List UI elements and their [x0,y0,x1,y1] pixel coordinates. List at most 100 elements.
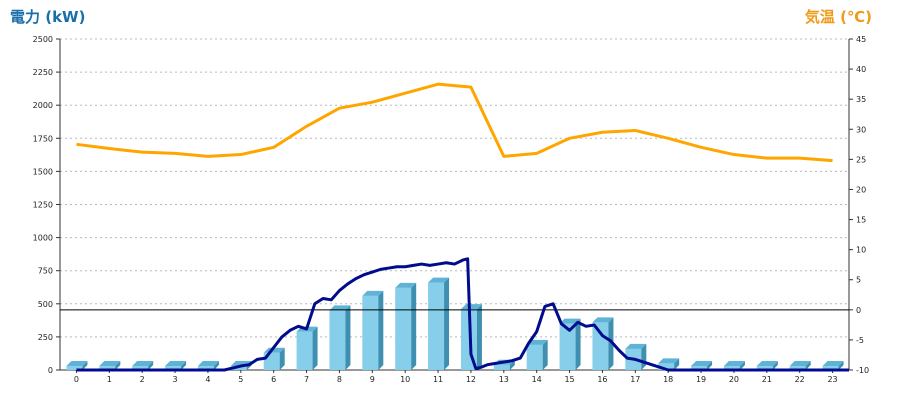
right-tick-label: -5 [856,336,864,345]
left-tick-label: 1250 [33,201,53,210]
temperature-line [76,82,833,163]
power-bar [395,287,412,370]
power-bar [362,295,379,370]
x-tick-label: 14 [532,375,542,384]
power-bar [658,363,675,370]
power-bar-side [509,359,515,370]
power-bar-top [723,361,745,367]
power-bar [723,366,740,370]
power-bar-top [395,282,417,288]
power-line [76,257,849,372]
power-bar-side [181,361,187,370]
right-tick-label: 25 [856,155,866,164]
power-bar [99,366,116,370]
right-tick-label: 20 [856,185,866,194]
x-tick-label: 15 [564,375,574,384]
x-tick-label: 11 [433,375,443,384]
power-bar-side [148,361,154,370]
power-bar-top [66,361,88,367]
x-tick-label: 20 [729,375,739,384]
power-bar-side [542,339,548,370]
x-tick-label: 18 [663,375,673,384]
power-bar-side [674,358,680,370]
x-tick-label: 10 [400,375,410,384]
power-bar [329,310,346,370]
power-bar-top [132,361,154,367]
left-tick-label: 2000 [33,101,53,110]
power-bar-side [575,318,581,370]
power-bar-top [658,358,680,364]
power-bar [756,366,773,370]
left-tick-label: 1750 [33,134,53,143]
right-tick-label: 10 [856,246,866,255]
power-bar-top [756,361,778,367]
right-tick-label: 45 [856,35,866,44]
power-bar-top [165,361,187,367]
power-bar-top [428,277,450,283]
power-bar [789,366,806,370]
x-tick-label: 4 [205,375,210,384]
power-bar [493,364,510,370]
power-bar [428,282,445,370]
right-axis-title: 気温 (℃) [804,8,872,26]
x-tick-label: 13 [499,375,509,384]
x-tick-label: 9 [370,375,375,384]
power-bar-side [345,305,351,370]
x-tick-label: 17 [630,375,640,384]
power-bar-side [279,347,285,370]
x-tick-label: 5 [238,375,243,384]
left-tick-label: 250 [38,333,53,342]
x-tick-label: 12 [466,375,476,384]
power-bar-side [739,361,745,370]
power-bar [132,366,149,370]
left-tick-label: 500 [38,300,53,309]
x-tick-label: 8 [337,375,342,384]
power-bar-top [197,361,219,367]
power-bar-side [378,290,384,370]
power-bar [197,366,214,370]
right-tick-label: 40 [856,65,866,74]
power-bar-top [822,361,844,367]
power-bar-top [625,343,647,349]
right-tick-label: 30 [856,125,866,134]
left-axis-title: 電力 (kW) [10,8,86,26]
left-tick-label: 2500 [33,35,53,44]
right-tick-label: -10 [856,366,869,375]
right-tick-label: 0 [856,306,861,315]
right-tick-label: 15 [856,216,866,225]
power-bar-top [592,317,614,323]
power-bar [592,322,609,370]
x-tick-label: 23 [827,375,837,384]
power-bar-top [99,361,121,367]
x-tick-label: 7 [304,375,309,384]
x-tick-label: 21 [762,375,772,384]
power-bar-side [411,282,417,370]
power-bar-side [312,326,318,370]
x-tick-label: 19 [696,375,706,384]
right-tick-label: 5 [856,276,861,285]
power-bar-side [772,361,778,370]
power-bar-side [82,361,88,370]
power-bar [822,366,839,370]
power-bar-top [362,290,384,296]
right-tick-label: 35 [856,95,866,104]
power-bar [526,344,543,370]
left-tick-label: 1000 [33,234,53,243]
power-bar-side [707,361,713,370]
x-tick-label: 1 [107,375,112,384]
x-tick-label: 3 [173,375,178,384]
left-tick-label: 750 [38,267,53,276]
power-bar-top [789,361,811,367]
power-bar-top [559,318,581,324]
power-bar-top [329,305,351,311]
power-bar-side [444,277,450,370]
left-tick-label: 1500 [33,167,53,176]
x-tick-label: 2 [140,375,145,384]
power-bar-side [608,317,614,370]
left-tick-label: 0 [48,366,53,375]
left-tick-label: 2250 [33,68,53,77]
power-bar [296,331,313,370]
x-tick-label: 6 [271,375,276,384]
